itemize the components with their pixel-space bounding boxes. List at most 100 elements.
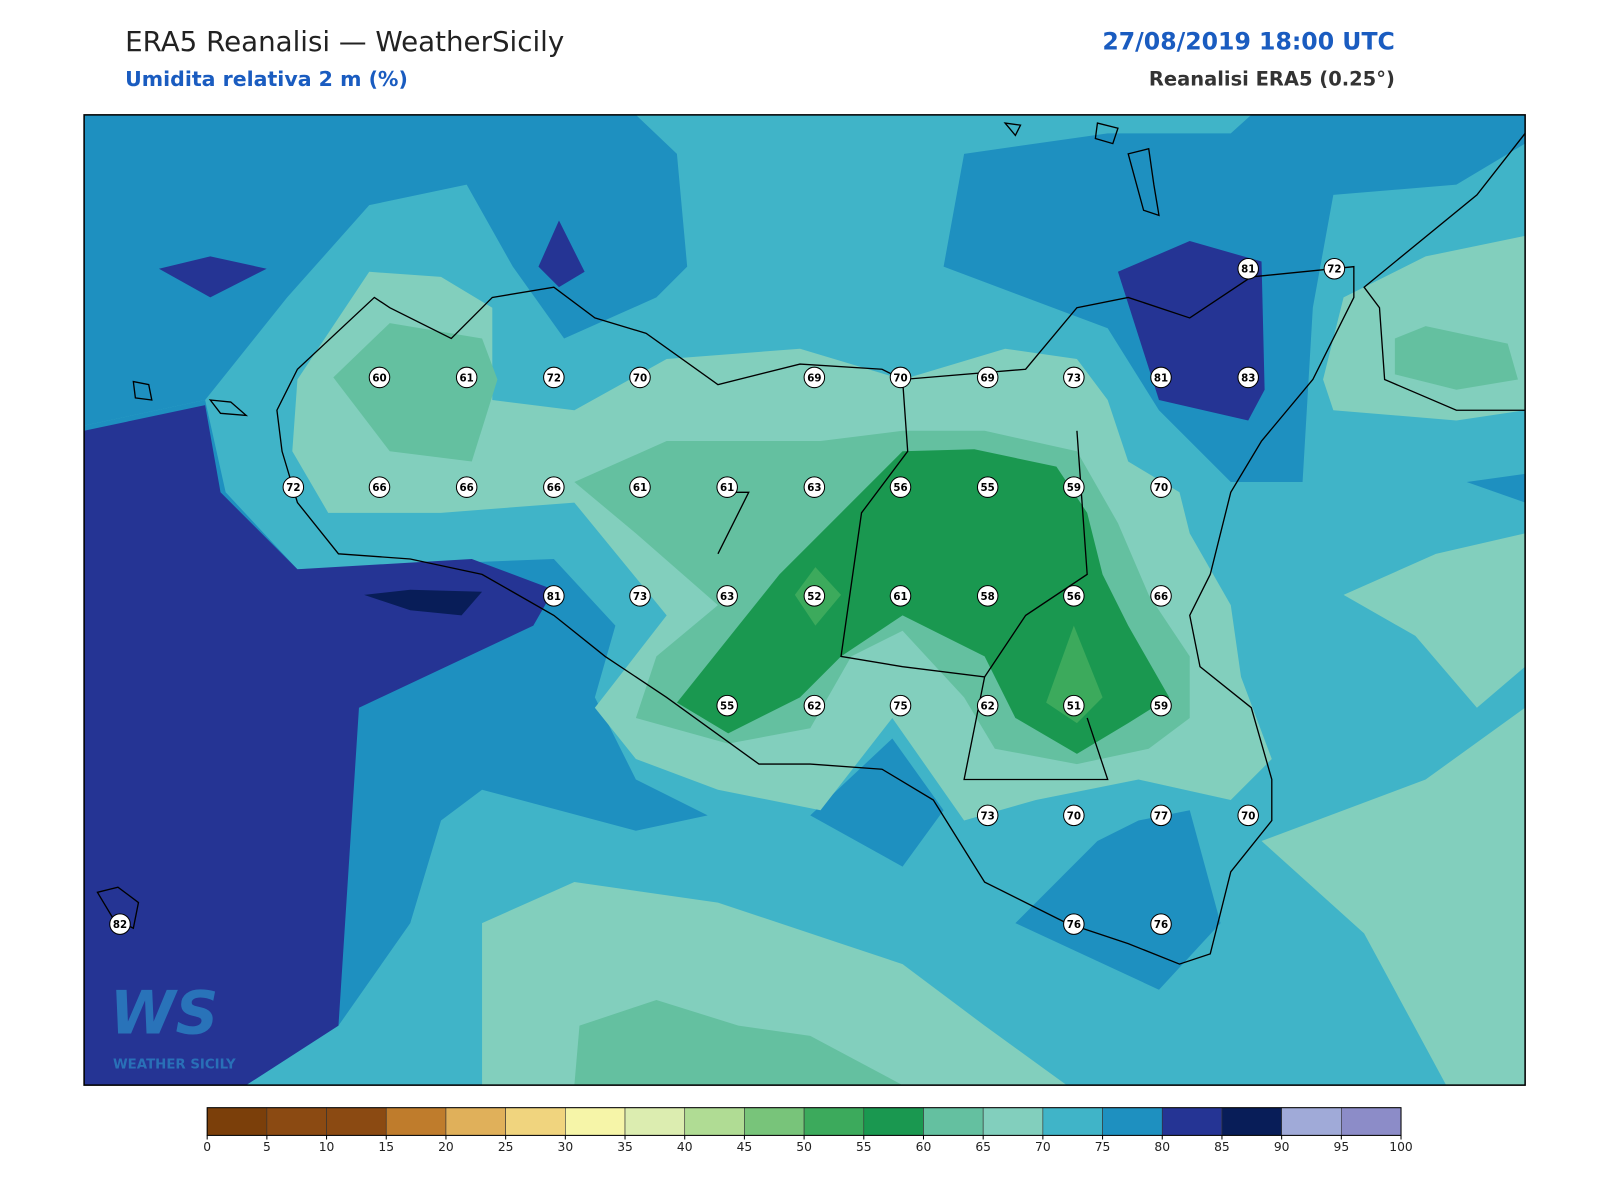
station-marker: [803, 585, 826, 607]
station-marker: [1063, 804, 1085, 827]
station-marker: [1237, 257, 1259, 280]
station-value: 62: [807, 701, 821, 713]
colorbar-bin: [206, 1107, 268, 1136]
colorbar-tick-label: 0: [203, 1140, 211, 1154]
station-value: 70: [1241, 810, 1255, 822]
station-value: 55: [981, 482, 995, 494]
station-marker: [716, 585, 738, 607]
station-marker: [368, 476, 391, 498]
station-value: 72: [547, 372, 561, 384]
colorbar-bin: [982, 1107, 1044, 1136]
colorbar-bin: [1102, 1107, 1163, 1136]
station-value: 81: [1241, 264, 1255, 276]
station-marker: [368, 366, 391, 389]
station-marker: [716, 476, 738, 498]
station-marker: [1150, 804, 1172, 827]
map-frame: [83, 114, 1526, 1086]
station-value: 61: [720, 482, 734, 494]
colorbar-tick-label: 100: [1389, 1140, 1412, 1154]
station-marker: [629, 366, 651, 389]
colorbar-bin: [1221, 1107, 1282, 1136]
station-marker: [976, 476, 999, 498]
station-value: 70: [893, 372, 907, 384]
station-marker: [1063, 476, 1085, 498]
colorbar-bin: [1042, 1107, 1103, 1136]
station-value: 63: [720, 591, 734, 603]
station-value: 52: [807, 591, 821, 603]
colorbar-tick-label: 30: [558, 1140, 574, 1154]
colorbar-tick-label: 95: [1334, 1140, 1350, 1154]
colorbar-bin: [1161, 1107, 1223, 1136]
station-marker: [1237, 804, 1259, 827]
station-value: 63: [807, 482, 821, 494]
station-value: 66: [460, 482, 474, 494]
station-value: 73: [633, 591, 647, 603]
station-value: 75: [893, 701, 907, 713]
station-value: 77: [1154, 810, 1168, 822]
station-marker: [1323, 257, 1346, 280]
colorbar-bin: [565, 1107, 626, 1136]
station-marker: [803, 366, 826, 389]
colorbar-bin: [624, 1107, 686, 1136]
colorbar-tick-label: 15: [378, 1140, 394, 1154]
station-marker: [889, 366, 912, 389]
station-marker: [1150, 694, 1172, 717]
station-marker: [1063, 366, 1085, 389]
station-marker: [1150, 366, 1172, 389]
station-value: 58: [981, 591, 995, 603]
colorbar-tick-label: 35: [617, 1140, 633, 1154]
contour-55-60: [676, 449, 1170, 754]
station-value: 81: [547, 591, 561, 603]
station-value: 62: [981, 701, 995, 713]
station-marker: [1063, 585, 1085, 607]
stations: 81 72 60 61 72 70 69 70 69 73 81 83 72 66 66 66 61 61 63 56…: [109, 257, 1346, 935]
source: Reanalisi ERA5 (0.25°): [1149, 68, 1395, 91]
station-value: 61: [460, 372, 474, 384]
colorbar-tick-label: 80: [1154, 1140, 1170, 1154]
colorbar-tick-label: 55: [856, 1140, 872, 1154]
colorbar-bin: [505, 1107, 566, 1136]
station-marker: [455, 366, 478, 389]
colorbar-bin: [326, 1107, 387, 1136]
station-marker: [1237, 366, 1259, 389]
station-value: 73: [981, 810, 995, 822]
station-marker: [543, 476, 565, 498]
station-marker: [976, 804, 999, 827]
station-value: 72: [286, 482, 300, 494]
colorbar-bin: [923, 1107, 984, 1136]
station-value: 76: [1067, 919, 1081, 931]
station-value: 76: [1154, 919, 1168, 931]
station-marker: [889, 585, 912, 607]
colorbar-tick-label: 65: [975, 1140, 991, 1154]
colorbar-bin: [1281, 1107, 1342, 1136]
colorbar-tick-label: 25: [498, 1140, 514, 1154]
colorbar-bin: [385, 1107, 447, 1136]
station-value: 82: [113, 919, 127, 931]
colorbar-tick-label: 75: [1095, 1140, 1111, 1154]
station-value: 61: [633, 482, 647, 494]
station-marker: [803, 694, 826, 717]
logo-name: WEATHER SICILY: [113, 1058, 236, 1073]
station-value: 60: [372, 372, 386, 384]
station-value: 51: [1067, 701, 1081, 713]
datetime: 27/08/2019 18:00 UTC: [1102, 28, 1394, 56]
station-value: 81: [1154, 372, 1168, 384]
colorbar: 0 5 10 15 20 25 30 35 40 45 50 55 60 65 70 75 80 85 90 95 10…: [203, 1107, 1413, 1154]
station-marker: [1150, 585, 1172, 607]
station-marker: [976, 694, 999, 717]
station-marker: [889, 476, 912, 498]
station-marker: [1063, 694, 1085, 717]
station-value: 66: [1154, 591, 1168, 603]
station-value: 70: [1067, 810, 1081, 822]
station-value: 72: [1327, 264, 1341, 276]
station-marker: [1063, 913, 1085, 935]
colorbar-tick-label: 20: [438, 1140, 454, 1154]
title: ERA5 Reanalisi — WeatherSicily: [125, 25, 564, 58]
station-value: 66: [547, 482, 561, 494]
station-value: 70: [633, 372, 647, 384]
contour-85-90: [364, 589, 483, 616]
station-value: 73: [1067, 372, 1081, 384]
colorbar-bin: [863, 1107, 924, 1136]
